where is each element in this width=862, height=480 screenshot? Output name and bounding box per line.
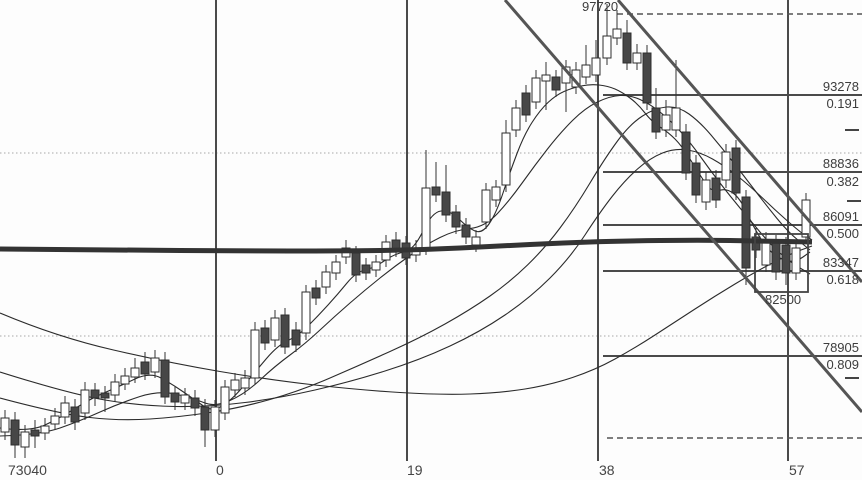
candle-up	[250, 329, 260, 379]
candle-up	[331, 261, 341, 274]
candle-down	[451, 211, 461, 228]
fib-ratio-label: 0.618	[826, 272, 859, 287]
x-axis-tick-label: 73040	[8, 462, 47, 478]
x-axis-tick-label: 57	[789, 462, 805, 478]
candle-up	[591, 57, 601, 76]
candle-up	[270, 317, 280, 341]
candle-up	[541, 74, 551, 82]
candle-up	[180, 394, 190, 404]
candle-down	[741, 196, 751, 269]
candle-up	[110, 381, 120, 396]
fib-ratio-label: 0.191	[826, 96, 859, 111]
candle-up	[531, 77, 541, 103]
candle-down	[521, 92, 531, 116]
swing-high-price-label: 97720	[582, 0, 619, 14]
fib-ratio-label: 0.500	[826, 226, 859, 241]
candle-up	[511, 107, 521, 131]
candle-down	[681, 131, 691, 174]
candle-down	[190, 397, 200, 409]
candle-up	[701, 179, 711, 203]
x-axis-tick-label: 38	[599, 462, 615, 478]
candle-up	[612, 28, 622, 39]
candle-up	[20, 431, 30, 448]
candle-down	[160, 359, 170, 398]
ma-thick-line	[0, 237, 813, 254]
candle-down	[291, 329, 301, 346]
candle-down	[170, 392, 180, 403]
fib-price-label: 78905	[822, 340, 859, 355]
candle-up	[602, 35, 612, 59]
candle-up	[321, 271, 331, 288]
candle-down	[70, 406, 80, 423]
candle-up	[301, 291, 311, 334]
candle-down	[691, 162, 701, 196]
ma-long-line	[0, 245, 813, 395]
candle-up	[40, 425, 50, 434]
candle-down	[311, 287, 321, 299]
candle-down	[642, 52, 652, 104]
x-axis-tick-label: 0	[216, 462, 224, 478]
candle-down	[622, 32, 632, 64]
candle-down	[551, 76, 561, 91]
candle-down	[260, 327, 270, 344]
fib-price-label: 86091	[822, 209, 859, 224]
candle-down	[361, 264, 371, 274]
candle-up	[120, 375, 130, 385]
candle-down	[30, 429, 40, 437]
candle-down	[100, 392, 110, 399]
candle-up	[421, 187, 431, 249]
candle-up	[210, 406, 220, 431]
candle-down	[441, 191, 451, 216]
candle-down	[771, 242, 781, 273]
trend-channel-line	[616, 0, 862, 283]
candle-up	[632, 52, 642, 64]
candle-up	[671, 107, 681, 131]
candle-up	[581, 64, 591, 78]
candle-down	[651, 107, 661, 133]
candle-up	[481, 189, 491, 223]
candle-up	[791, 247, 801, 274]
candle-down	[781, 244, 791, 274]
fib-ratio-label: 0.809	[826, 357, 859, 372]
trend-channel-line	[503, 0, 862, 413]
candle-down	[140, 361, 150, 375]
candle-up	[150, 357, 160, 373]
candle-down	[431, 186, 441, 196]
consolidation-box	[754, 233, 809, 293]
candle-up	[240, 377, 250, 389]
candle-up	[721, 151, 731, 181]
x-axis-tick-label: 19	[407, 462, 423, 478]
candle-down	[10, 419, 20, 446]
candle-up	[501, 132, 511, 186]
candle-down	[461, 224, 471, 238]
candle-up	[50, 415, 60, 425]
candle-up	[220, 386, 230, 414]
candle-up	[661, 114, 671, 131]
candle-down	[731, 147, 741, 194]
fib-price-label: 88836	[822, 156, 859, 171]
candle-up	[471, 236, 481, 246]
fib-price-label: 93278	[822, 79, 859, 94]
fib-ratio-label: 0.382	[826, 174, 859, 189]
candle-up	[130, 367, 140, 378]
candle-up	[491, 186, 501, 201]
candle-down	[280, 314, 290, 348]
candle-up	[761, 239, 771, 266]
box-price-label: 82500	[765, 292, 802, 307]
candle-down	[90, 389, 100, 399]
candle-down	[351, 252, 361, 276]
candle-down	[200, 406, 210, 431]
candle-up	[0, 417, 10, 433]
candle-down	[711, 177, 721, 201]
candle-up	[80, 389, 90, 414]
candle-up	[230, 379, 240, 391]
candle-up	[371, 261, 381, 271]
candle-up	[60, 402, 70, 418]
fib-price-label: 83347	[822, 255, 859, 270]
